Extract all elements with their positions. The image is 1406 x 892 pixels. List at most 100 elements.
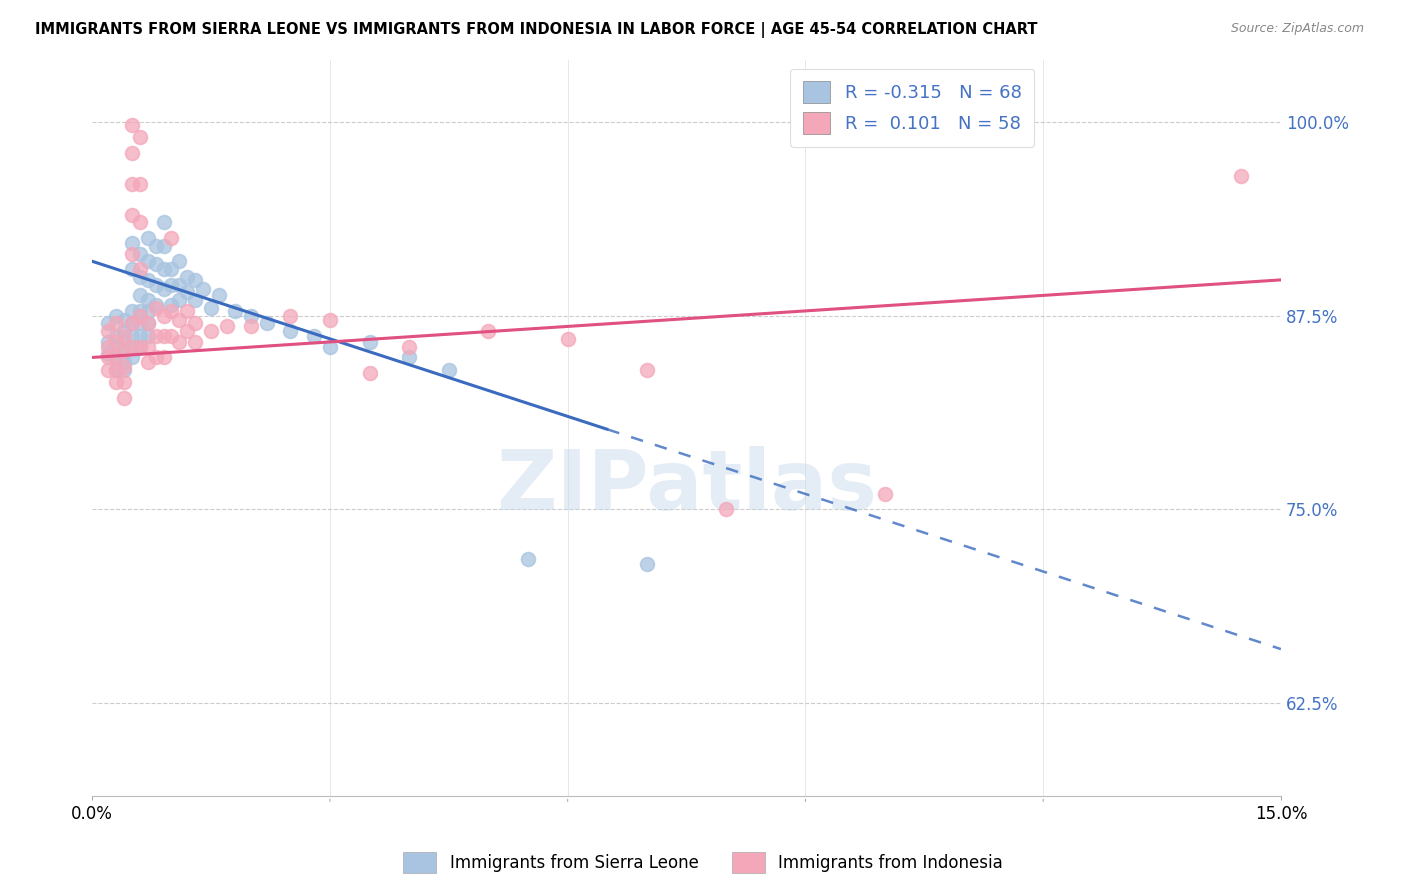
Point bbox=[97, 363, 120, 377]
Point bbox=[176, 324, 198, 338]
Point bbox=[184, 334, 207, 349]
Point bbox=[121, 351, 143, 365]
Point bbox=[121, 304, 143, 318]
Point bbox=[121, 340, 143, 354]
Point bbox=[278, 309, 301, 323]
Point bbox=[169, 334, 191, 349]
Point bbox=[128, 177, 150, 191]
Point bbox=[319, 313, 342, 327]
Text: Source: ZipAtlas.com: Source: ZipAtlas.com bbox=[1230, 22, 1364, 36]
Point bbox=[128, 215, 150, 229]
Point bbox=[136, 293, 159, 307]
Point bbox=[97, 334, 120, 349]
Point bbox=[278, 324, 301, 338]
Point bbox=[136, 340, 159, 354]
Point bbox=[169, 313, 191, 327]
Point bbox=[104, 363, 127, 377]
Point bbox=[184, 293, 207, 307]
Point bbox=[97, 351, 120, 365]
Point bbox=[112, 376, 135, 390]
Text: IMMIGRANTS FROM SIERRA LEONE VS IMMIGRANTS FROM INDONESIA IN LABOR FORCE | AGE 4: IMMIGRANTS FROM SIERRA LEONE VS IMMIGRAN… bbox=[35, 22, 1038, 38]
Point bbox=[176, 269, 198, 284]
Point bbox=[128, 246, 150, 260]
Text: ZIPatlas: ZIPatlas bbox=[496, 447, 877, 527]
Point bbox=[121, 118, 143, 132]
Point bbox=[557, 332, 579, 346]
Point bbox=[319, 340, 342, 354]
Point bbox=[112, 355, 135, 369]
Point bbox=[176, 285, 198, 300]
Point bbox=[136, 254, 159, 268]
Point bbox=[160, 231, 183, 245]
Point bbox=[191, 282, 214, 296]
Point bbox=[145, 239, 167, 253]
Point bbox=[136, 231, 159, 245]
Point bbox=[128, 288, 150, 302]
Point bbox=[128, 130, 150, 145]
Point bbox=[184, 316, 207, 330]
Point bbox=[104, 363, 127, 377]
Point bbox=[121, 235, 143, 250]
Point bbox=[152, 351, 174, 365]
Point bbox=[145, 277, 167, 292]
Point bbox=[136, 273, 159, 287]
Point bbox=[112, 328, 135, 343]
Point bbox=[128, 309, 150, 323]
Point bbox=[121, 145, 143, 160]
Point bbox=[128, 328, 150, 343]
Point bbox=[104, 334, 127, 349]
Point bbox=[398, 340, 420, 354]
Point bbox=[104, 316, 127, 330]
Point bbox=[208, 288, 231, 302]
Point bbox=[121, 208, 143, 222]
Point bbox=[128, 304, 150, 318]
Point bbox=[160, 328, 183, 343]
Point bbox=[112, 334, 135, 349]
Point bbox=[145, 328, 167, 343]
Point bbox=[121, 340, 143, 354]
Point bbox=[200, 324, 222, 338]
Point bbox=[97, 324, 120, 338]
Point bbox=[121, 177, 143, 191]
Point bbox=[152, 262, 174, 277]
Point bbox=[152, 328, 174, 343]
Point bbox=[169, 293, 191, 307]
Point bbox=[169, 254, 191, 268]
Point bbox=[112, 359, 135, 374]
Point bbox=[136, 304, 159, 318]
Point bbox=[104, 309, 127, 323]
Point bbox=[636, 557, 658, 571]
Point bbox=[112, 363, 135, 377]
Point bbox=[104, 351, 127, 365]
Point bbox=[152, 309, 174, 323]
Point bbox=[437, 363, 460, 377]
Point bbox=[169, 277, 191, 292]
Point bbox=[104, 340, 127, 354]
Point bbox=[121, 328, 143, 343]
Point bbox=[160, 277, 183, 292]
Point bbox=[128, 269, 150, 284]
Point bbox=[104, 328, 127, 343]
Point bbox=[112, 313, 135, 327]
Point bbox=[145, 298, 167, 312]
Point bbox=[136, 316, 159, 330]
Point bbox=[215, 319, 238, 334]
Point bbox=[1230, 169, 1253, 183]
Point bbox=[359, 334, 381, 349]
Point bbox=[145, 301, 167, 315]
Point bbox=[112, 344, 135, 359]
Point bbox=[224, 304, 246, 318]
Point bbox=[239, 319, 262, 334]
Point bbox=[398, 351, 420, 365]
Point bbox=[517, 552, 540, 566]
Point bbox=[136, 328, 159, 343]
Point bbox=[256, 316, 278, 330]
Point bbox=[112, 344, 135, 359]
Point bbox=[136, 355, 159, 369]
Point bbox=[145, 257, 167, 271]
Point bbox=[359, 366, 381, 380]
Point bbox=[128, 340, 150, 354]
Legend: Immigrants from Sierra Leone, Immigrants from Indonesia: Immigrants from Sierra Leone, Immigrants… bbox=[396, 846, 1010, 880]
Point bbox=[128, 316, 150, 330]
Point bbox=[200, 301, 222, 315]
